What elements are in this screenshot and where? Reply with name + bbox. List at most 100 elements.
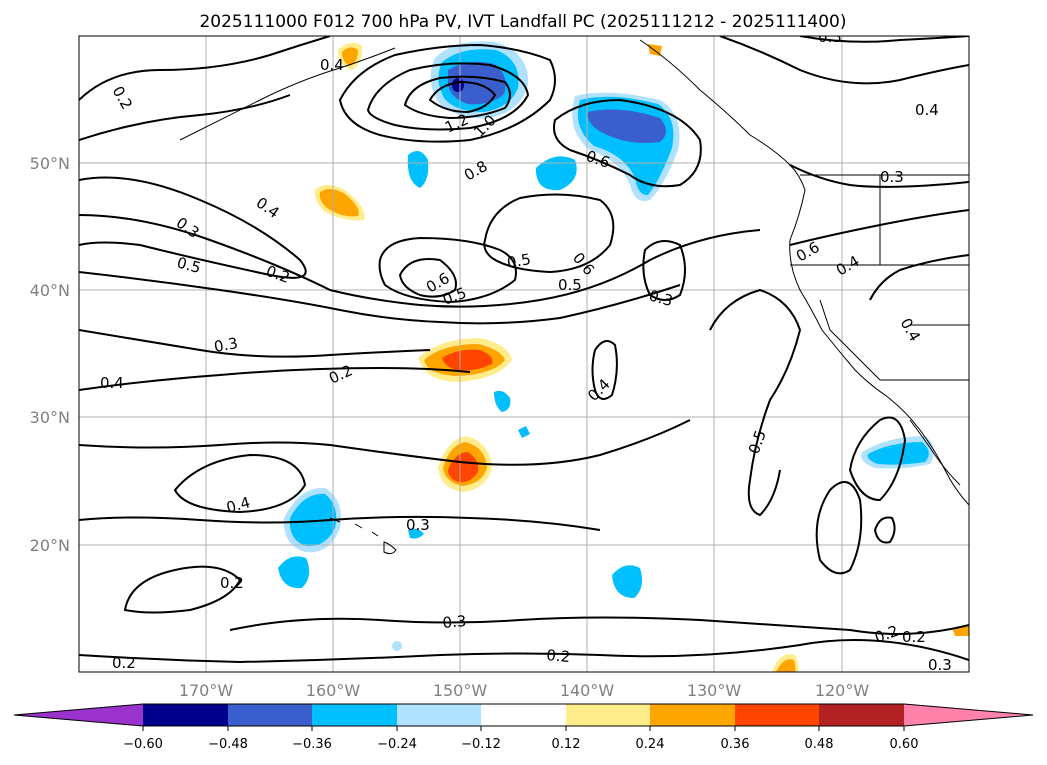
contour-label: 0.2: [112, 654, 136, 672]
contour-label: 0.3: [928, 656, 952, 674]
shade-neg-mid: [867, 442, 929, 465]
map-content: 0.4 0.2 0.3 1.2 1.0 0.8 0.6 0.4 0.4 0.3 …: [79, 28, 969, 674]
colorbar-segment: [228, 704, 312, 726]
colorbar-tick-label: −0.12: [461, 737, 501, 752]
colorbar: −0.60 −0.48 −0.36 −0.24 −0.12 0.12 0.24 …: [13, 703, 1034, 752]
shade-neg-mid: [612, 565, 642, 598]
contour-line: [366, 62, 530, 131]
contour-line: [403, 75, 511, 120]
contour-line: [799, 36, 969, 43]
baja-california-coast: [909, 419, 961, 486]
lon-label: 150°W: [433, 681, 488, 700]
colorbar-segment: [397, 704, 481, 726]
contour-label: 0.3: [213, 334, 240, 356]
contour-line: [873, 516, 896, 544]
lon-label: 120°W: [815, 681, 870, 700]
contour-label: 0.5: [506, 250, 533, 272]
contour-line: [378, 236, 517, 304]
contour-line: [229, 616, 969, 635]
contour-line: [123, 565, 242, 614]
alaska-peninsula-coast: [179, 47, 396, 141]
contour-line: [869, 254, 969, 301]
shade-neg-light: [392, 641, 402, 651]
shade-neg-mid: [535, 156, 577, 191]
colorbar-extend-min: [14, 704, 143, 726]
shade-neg-mid: [407, 151, 429, 188]
contour-label: 0.2: [902, 628, 926, 646]
contour-label: 0.3: [406, 516, 430, 534]
contour-line: [719, 36, 969, 85]
colorbar-segment: [650, 704, 735, 726]
contour-line: [848, 416, 907, 502]
contour-line: [642, 240, 686, 301]
contour-label: 0.3: [818, 28, 842, 46]
lon-label: 130°W: [687, 681, 742, 700]
contour-line: [483, 193, 615, 274]
colorbar-tick-label: 0.24: [636, 737, 665, 752]
lat-label: 40°N: [30, 281, 70, 300]
contour-line: [789, 164, 969, 188]
shade-pos-mid: [319, 188, 359, 217]
contour-label: 0.2: [546, 646, 571, 666]
pv-contours: [79, 36, 969, 664]
contour-line: [79, 36, 331, 101]
contour-line: [79, 271, 681, 325]
contour-line: [79, 419, 691, 466]
map-title: 2025111000 F012 700 hPa PV, IVT Landfall…: [199, 12, 846, 32]
colorbar-tick-label: 0.36: [721, 737, 750, 752]
contour-label: 0.3: [880, 168, 904, 186]
colorbar-tick-label: −0.48: [208, 737, 248, 752]
colorbar-tick-label: 0.48: [805, 737, 834, 752]
coastlines: [179, 39, 969, 555]
map-background: [79, 36, 969, 672]
contour-label: 0.3: [647, 286, 675, 310]
contour-label: 0.2: [220, 574, 244, 592]
colorbar-segment: [312, 704, 397, 726]
contour-line: [79, 515, 601, 531]
lat-label: 30°N: [30, 408, 70, 427]
shade-neg-mid: [494, 390, 511, 412]
shade-pos-strong: [442, 349, 493, 371]
contour-label: 0.4: [915, 101, 939, 119]
shade-pos-strong: [448, 452, 479, 483]
colorbar-tick-label: −0.36: [292, 737, 332, 752]
contour-line: [79, 214, 761, 308]
colorbar-segment: [566, 704, 650, 726]
state-border: [819, 299, 881, 381]
contour-line: [79, 366, 471, 391]
shade-pos-mid: [342, 47, 358, 66]
shade-neg-mid: [289, 493, 337, 547]
colorbar-segment: [735, 704, 819, 726]
shade-neg-mid: [408, 528, 424, 539]
graticule: [79, 36, 969, 672]
lon-label: 160°W: [306, 681, 361, 700]
shade-pos-mid: [776, 659, 796, 672]
contour-line: [815, 481, 863, 575]
colorbar-ticks: [142, 726, 905, 731]
longitude-labels: 170°W 160°W 150°W 140°W 130°W 120°W: [179, 681, 870, 700]
contour-line: [79, 94, 291, 141]
colorbar-tick-label: 0.60: [890, 737, 919, 752]
contour-line: [79, 176, 307, 279]
lon-label: 170°W: [179, 681, 234, 700]
contour-line: [398, 258, 457, 298]
colorbar-segment: [481, 704, 566, 726]
contour-label: 0.4: [224, 493, 252, 517]
map-frame: [78, 35, 970, 673]
colorbar-segment: [143, 704, 228, 726]
shade-neg-mid: [518, 426, 530, 438]
contour-line: [79, 329, 431, 358]
contour-line: [709, 288, 802, 517]
contour-line: [173, 453, 307, 514]
latitude-labels: 50°N 40°N 30°N 20°N: [30, 154, 70, 555]
lat-label: 50°N: [30, 154, 70, 173]
colorbar-tick-label: 0.12: [552, 737, 581, 752]
north-america-west-coast: [789, 189, 969, 506]
contour-label: 0.5: [558, 276, 582, 294]
lon-label: 140°W: [560, 681, 615, 700]
southeast-alaska-coast: [639, 39, 806, 191]
contour-line: [553, 98, 702, 188]
colorbar-tick-label: −0.60: [123, 737, 163, 752]
contour-label: 0.4: [320, 56, 344, 74]
